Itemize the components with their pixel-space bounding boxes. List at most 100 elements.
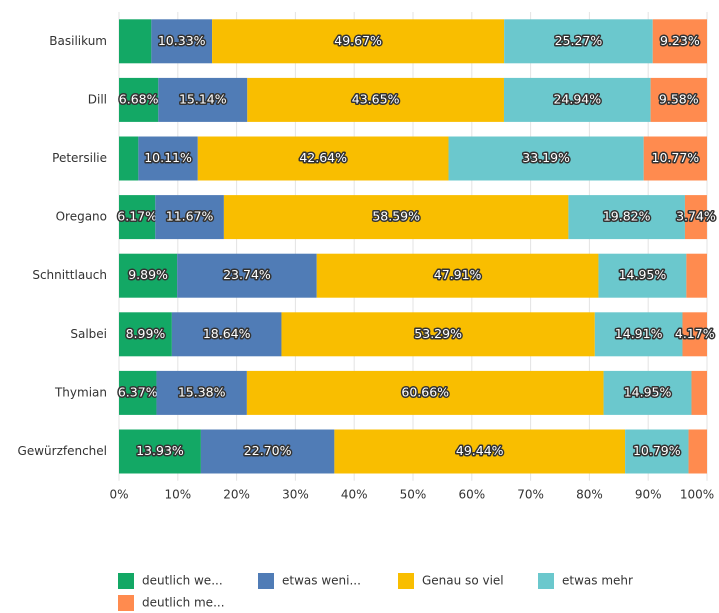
bar-segment [594, 312, 683, 357]
bar-segment [212, 19, 505, 64]
bar-segment [448, 136, 644, 181]
value-label: 23.74% [223, 267, 271, 282]
bar-segment [200, 429, 335, 474]
value-label: 60.66% [401, 384, 449, 399]
legend-swatch [398, 573, 414, 589]
bar-segment [598, 253, 687, 298]
category-label: Petersilie [52, 151, 107, 165]
value-label: 3.74% [676, 209, 716, 224]
bar-segment [119, 195, 156, 240]
category-label: Thymian [54, 385, 107, 399]
bar-segment [119, 429, 201, 474]
value-label: 10.79% [633, 443, 681, 458]
bar-segment [119, 19, 152, 64]
bar-segment [158, 77, 248, 122]
bar-segment [119, 77, 159, 122]
value-label: 14.95% [624, 384, 672, 399]
bar-segment [119, 312, 172, 357]
bar-segment [625, 429, 689, 474]
x-tick-label: 100% [680, 487, 714, 501]
bar-segment [246, 370, 604, 415]
bar-segment [177, 253, 317, 298]
bar-segment [155, 195, 224, 240]
bar-segment [119, 253, 178, 298]
bar-segment [223, 195, 569, 240]
bar-segment [603, 370, 692, 415]
value-label: 9.23% [660, 33, 700, 48]
bar-segment [650, 77, 707, 122]
value-label: 33.19% [522, 150, 570, 165]
legend-label: deutlich we... [142, 574, 223, 588]
value-label: 10.77% [652, 150, 700, 165]
x-tick-label: 10% [164, 487, 191, 501]
x-tick-label: 80% [576, 487, 603, 501]
value-label: 22.70% [244, 443, 292, 458]
value-label: 19.82% [603, 209, 651, 224]
bar-segment [119, 370, 157, 415]
value-label: 18.64% [203, 326, 251, 341]
category-label: Salbei [70, 327, 107, 341]
bar-segment [504, 19, 653, 64]
bar-segment [691, 370, 707, 415]
bar-segment [568, 195, 685, 240]
legend-label: etwas weni... [282, 574, 361, 588]
bar-segment [151, 19, 213, 64]
value-label: 4.17% [675, 326, 715, 341]
value-label: 11.67% [166, 209, 214, 224]
legend-swatch [258, 573, 274, 589]
bar-segment [682, 312, 707, 357]
category-label: Oregano [56, 210, 107, 224]
category-label: Basilikum [49, 34, 107, 48]
bar-segment [643, 136, 707, 181]
value-label: 15.38% [178, 384, 226, 399]
value-label: 9.89% [128, 267, 168, 282]
value-label: 6.17% [117, 209, 157, 224]
bar-segment [119, 136, 139, 181]
legend-label: etwas mehr [562, 574, 633, 588]
value-label: 47.91% [434, 267, 482, 282]
bar-segment [247, 77, 504, 122]
x-tick-label: 50% [400, 487, 427, 501]
bar-segment [197, 136, 449, 181]
value-label: 8.99% [126, 326, 166, 341]
value-label: 42.64% [299, 150, 347, 165]
value-label: 13.93% [136, 443, 184, 458]
bar-segment [316, 253, 599, 298]
bar-segment [684, 195, 707, 240]
x-tick-label: 20% [223, 487, 250, 501]
value-label: 14.91% [615, 326, 663, 341]
bar-segment [686, 253, 707, 298]
value-label: 58.59% [372, 209, 420, 224]
value-label: 53.29% [414, 326, 462, 341]
value-label: 6.68% [119, 91, 159, 106]
legend-swatch [118, 595, 134, 611]
bar-segment [281, 312, 595, 357]
bar-segment [138, 136, 198, 181]
value-label: 10.33% [158, 33, 206, 48]
value-label: 6.37% [118, 384, 158, 399]
x-tick-label: 0% [109, 487, 128, 501]
x-tick-label: 30% [282, 487, 309, 501]
value-label: 25.27% [555, 33, 603, 48]
category-label: Gewürzfenchel [18, 444, 107, 458]
x-tick-label: 90% [635, 487, 662, 501]
value-label: 49.67% [334, 33, 382, 48]
value-label: 10.11% [144, 150, 192, 165]
category-label: Schnittlauch [32, 268, 107, 282]
bar-segment [156, 370, 247, 415]
x-tick-label: 60% [458, 487, 485, 501]
bar-segment [171, 312, 282, 357]
category-label: Dill [88, 92, 107, 106]
legend-swatch [538, 573, 554, 589]
value-label: 14.95% [619, 267, 667, 282]
value-label: 49.44% [456, 443, 504, 458]
legend-swatch [118, 573, 134, 589]
bar-segment [503, 77, 651, 122]
value-label: 9.58% [659, 91, 699, 106]
value-label: 24.94% [553, 91, 601, 106]
bar-segment [688, 429, 707, 474]
value-label: 43.65% [352, 91, 400, 106]
x-tick-label: 40% [341, 487, 368, 501]
legend-label: Genau so viel [422, 574, 504, 588]
